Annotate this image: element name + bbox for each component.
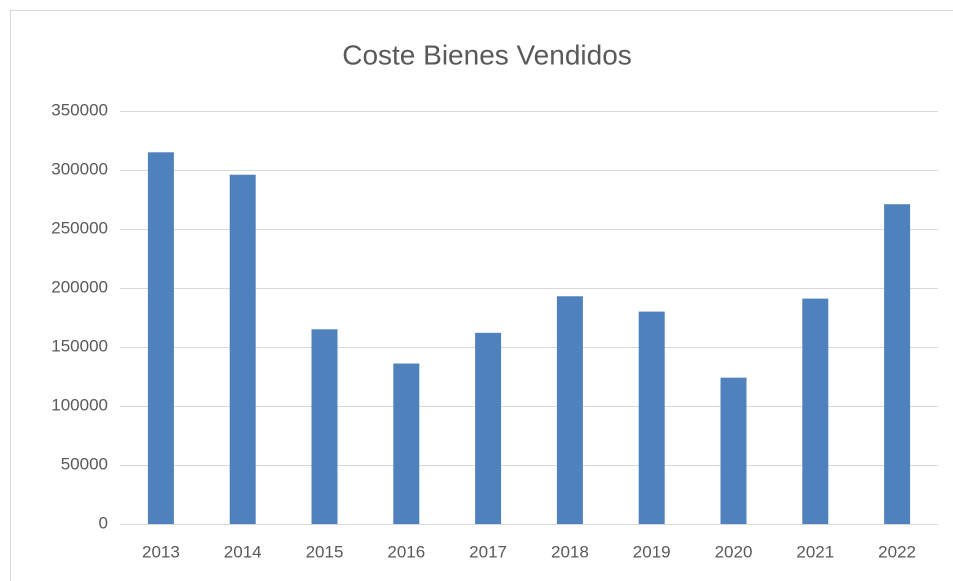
bar <box>638 311 665 524</box>
x-tick-label: 2018 <box>551 542 589 561</box>
bar <box>393 363 420 524</box>
x-tick-label: 2020 <box>715 542 753 561</box>
y-tick-label: 100000 <box>51 395 108 414</box>
x-tick-label: 2016 <box>387 542 425 561</box>
y-tick-label: 150000 <box>51 336 108 355</box>
y-tick-label: 200000 <box>51 277 108 296</box>
bar <box>311 329 338 524</box>
y-tick-label: 300000 <box>51 159 108 178</box>
y-tick-label: 350000 <box>51 100 108 119</box>
y-tick-label: 50000 <box>61 454 108 473</box>
bar <box>802 298 829 524</box>
x-tick-label: 2021 <box>796 542 834 561</box>
x-tick-label: 2014 <box>224 542 262 561</box>
bar <box>147 152 174 525</box>
bar <box>556 296 583 524</box>
x-tick-label: 2022 <box>878 542 916 561</box>
bar <box>475 332 502 524</box>
bar <box>720 377 747 524</box>
x-tick-label: 2019 <box>633 542 671 561</box>
y-tick-label: 250000 <box>51 218 108 237</box>
chart-title: Coste Bienes Vendidos <box>342 39 632 70</box>
bar <box>229 174 256 524</box>
bar <box>884 204 911 524</box>
x-tick-label: 2013 <box>142 542 180 561</box>
x-tick-label: 2017 <box>469 542 507 561</box>
y-tick-label: 0 <box>99 513 108 532</box>
x-tick-label: 2015 <box>306 542 344 561</box>
